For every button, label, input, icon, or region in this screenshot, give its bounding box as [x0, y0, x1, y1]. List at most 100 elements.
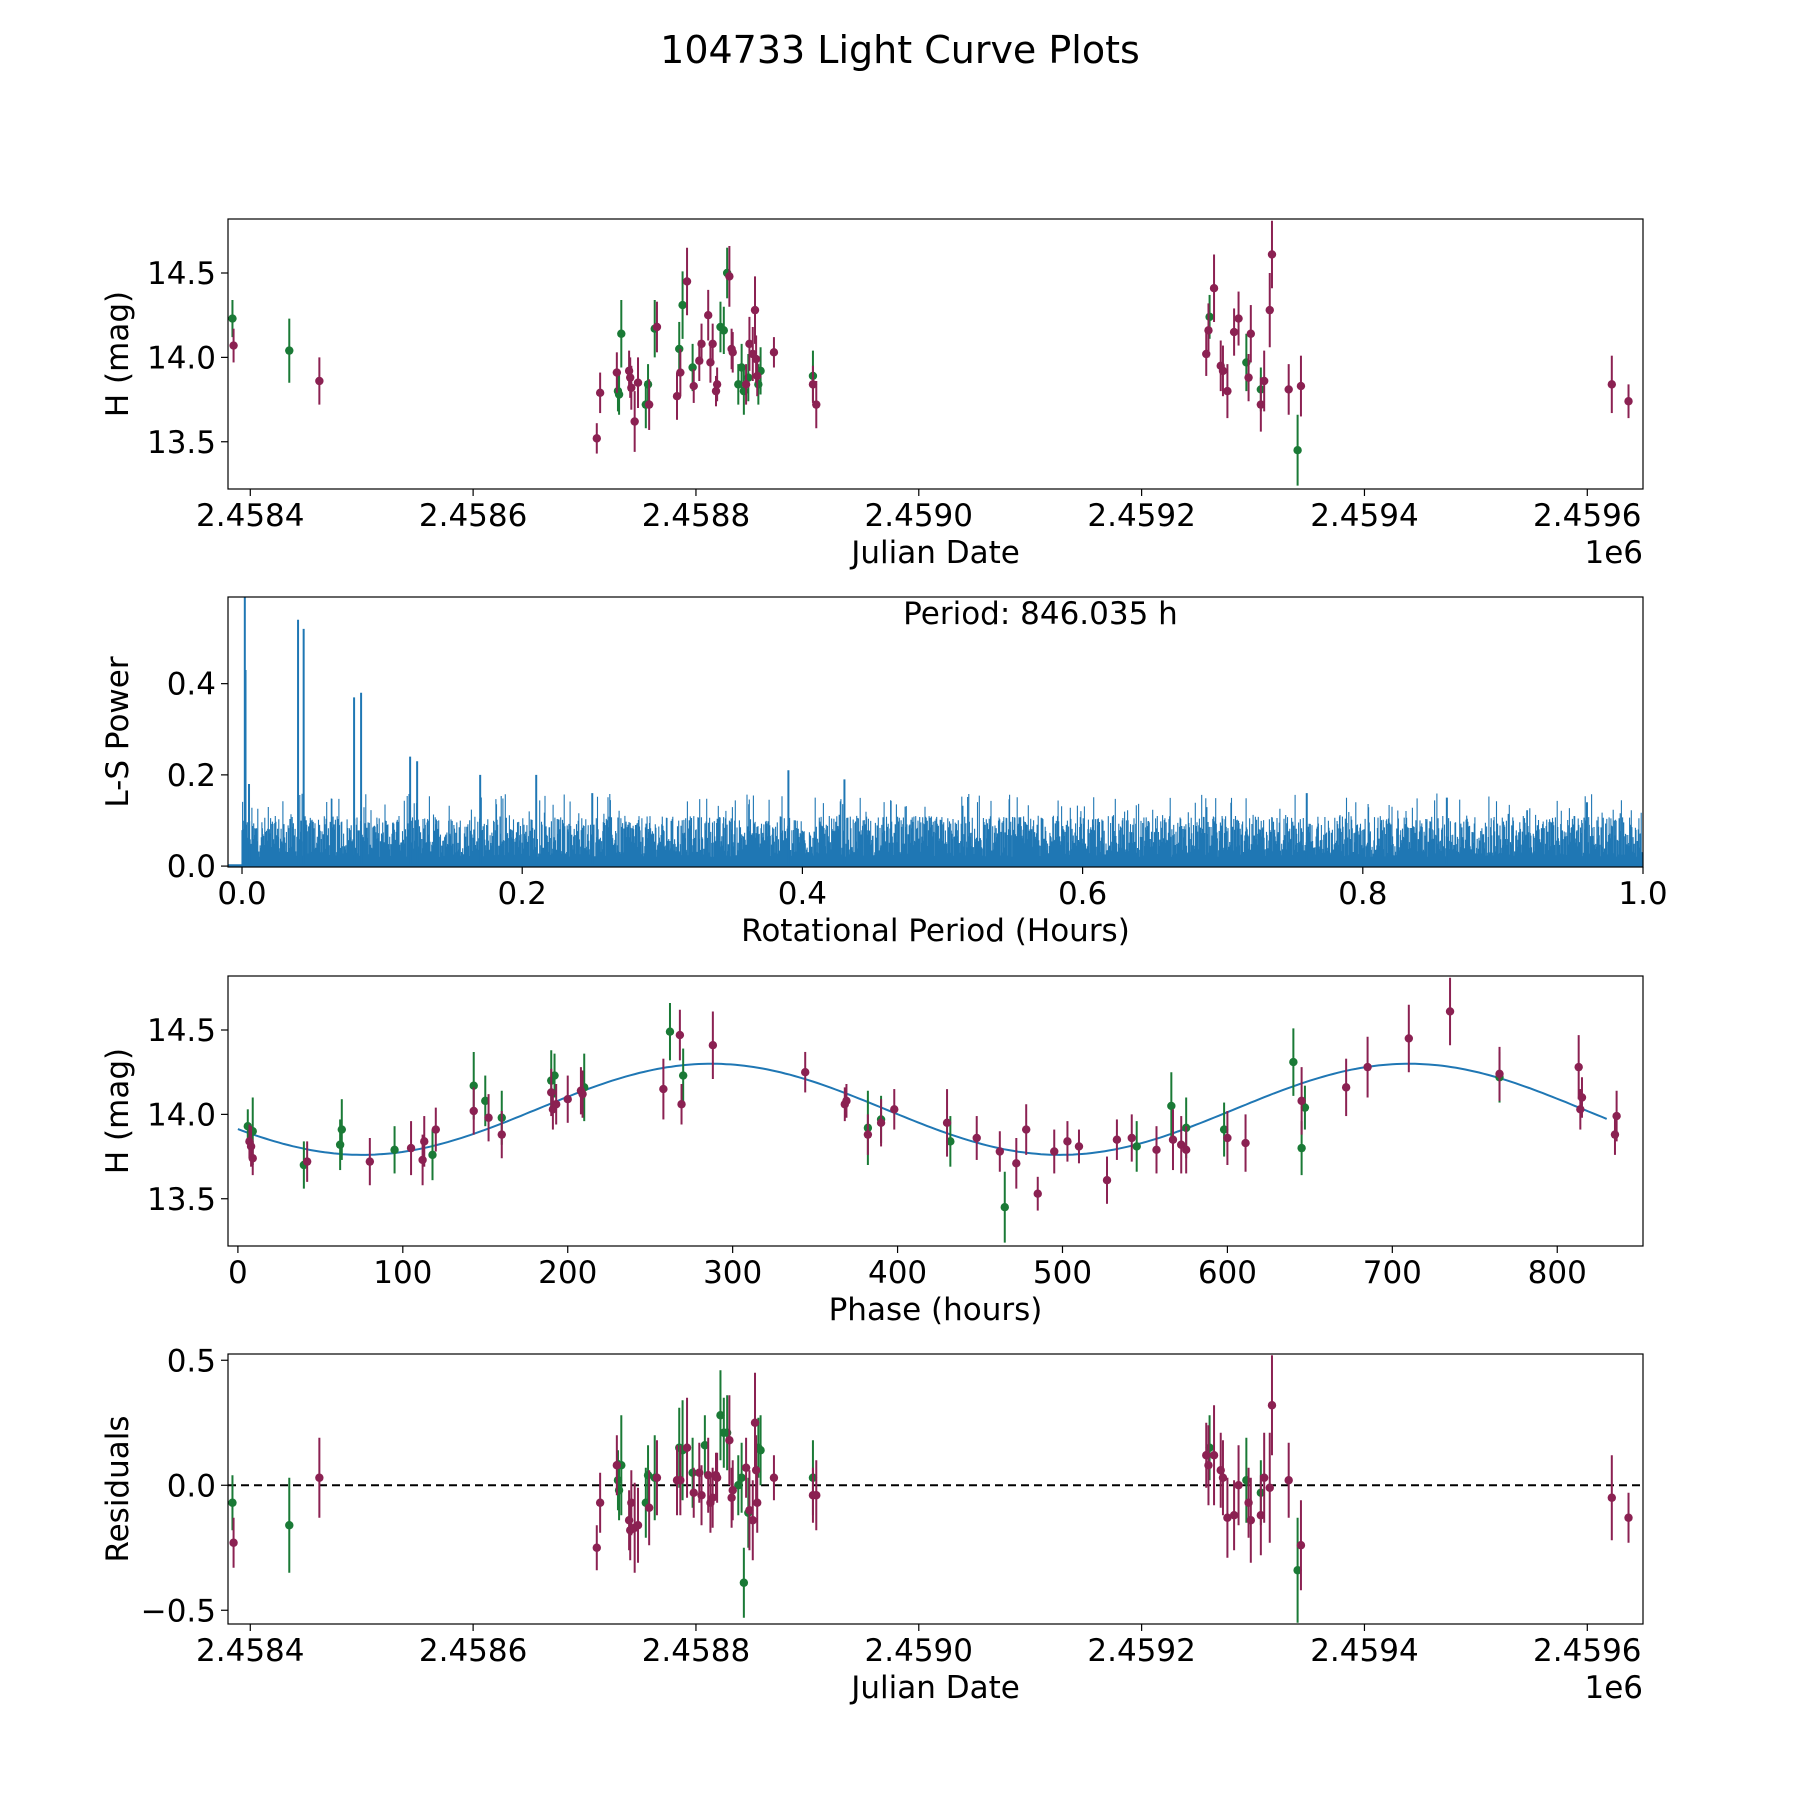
y-axis-label: H (mag) — [100, 291, 136, 417]
data-point-r — [677, 1100, 686, 1109]
data-point-r — [644, 1503, 654, 1512]
data-point-r — [1234, 1481, 1243, 1490]
data-point-r — [751, 354, 761, 364]
data-point-g — [756, 1446, 765, 1455]
data-point-r — [682, 1443, 692, 1452]
data-point-r — [704, 310, 713, 320]
data-point-r — [1284, 385, 1293, 394]
data-point-r — [748, 1516, 757, 1525]
data-point-g — [1297, 1143, 1306, 1153]
data-point-r — [1610, 1130, 1620, 1139]
data-point-r — [1033, 1189, 1042, 1198]
data-point-r — [1607, 380, 1617, 389]
data-point-r — [1152, 1145, 1161, 1155]
data-point-r — [1363, 1062, 1372, 1072]
data-point-r — [1341, 1083, 1351, 1092]
data-point-r — [753, 371, 762, 381]
data-point-r — [1256, 400, 1266, 409]
data-point-r — [1229, 327, 1239, 337]
y-tick-label: 0.5 — [167, 1343, 216, 1379]
y-tick-label: 0.4 — [167, 667, 216, 703]
data-point-r — [497, 1130, 506, 1139]
panel-lightcurve: 2.4584 2.4586 2.4588 2.4590 2.4592 2.4594 2.45… — [100, 218, 1644, 571]
data-point-r — [863, 1130, 873, 1139]
data-point-r — [751, 1466, 761, 1475]
data-point-g — [739, 1578, 749, 1587]
data-point-g — [228, 1498, 237, 1507]
data-point-r — [769, 348, 779, 357]
data-point-r — [627, 383, 636, 392]
x-tick-label: 2.4586 — [419, 1633, 527, 1669]
periodogram-line — [241, 793, 1643, 867]
data-point-r — [659, 1084, 668, 1094]
data-point-r — [1223, 1513, 1232, 1522]
data-point-g — [1132, 1142, 1141, 1151]
data-point-r — [595, 388, 605, 398]
data-point-r — [1241, 1138, 1250, 1148]
data-point-r — [365, 1157, 375, 1166]
data-point-r — [725, 1436, 734, 1445]
data-point-r — [578, 1089, 587, 1099]
data-point-g — [737, 1473, 746, 1482]
x-tick-label: 800 — [1528, 1255, 1587, 1291]
data-point-r — [1265, 1483, 1274, 1492]
panel-phased: 0 100 200 300 400 500 600 700 800 13.5 14.0 14.5 Pha… — [100, 975, 1644, 1328]
x-axis-label: Rotational Period (Hours) — [741, 913, 1130, 949]
data-point-r — [484, 1113, 493, 1122]
x-tick-label: 2.4590 — [865, 498, 973, 534]
data-point-r — [1607, 1493, 1617, 1502]
data-point-r — [682, 277, 692, 286]
data-point-r — [547, 1088, 556, 1097]
data-point-g — [665, 1027, 675, 1036]
x-tick-label: 0 — [228, 1255, 248, 1291]
figure-title: 104733 Light Curve Plots — [660, 28, 1140, 72]
plot-area-residuals — [228, 1355, 1643, 1623]
data-point-g — [716, 1411, 725, 1420]
data-point-r — [745, 1506, 754, 1515]
data-point-r — [1229, 1511, 1239, 1520]
data-point-r — [1265, 305, 1274, 315]
data-point-r — [229, 341, 238, 350]
data-point-r — [1204, 1461, 1213, 1470]
x-offset-label: 1e6 — [1584, 535, 1643, 571]
data-point-r — [1234, 314, 1243, 323]
data-point-g — [675, 344, 684, 354]
data-point-r — [753, 1498, 762, 1507]
y-tick-label: 0.0 — [167, 849, 216, 885]
data-point-g — [678, 300, 687, 310]
x-tick-label: 2.4588 — [642, 498, 750, 534]
data-point-r — [1267, 250, 1277, 259]
data-point-g — [688, 363, 697, 372]
data-point-g — [1219, 1125, 1229, 1134]
data-point-r — [551, 1100, 561, 1109]
data-point-r — [1296, 1541, 1306, 1550]
x-tick-label: 2.4594 — [1310, 498, 1418, 534]
x-tick-label: 0.2 — [498, 876, 547, 912]
data-point-g — [1205, 312, 1214, 322]
data-point-r — [697, 339, 706, 349]
data-point-g — [617, 329, 626, 338]
data-point-r — [1624, 1513, 1633, 1522]
axes-frame — [227, 596, 1644, 868]
x-tick-label: 500 — [1033, 1255, 1092, 1291]
data-point-r — [1209, 1451, 1219, 1460]
data-point-r — [801, 1067, 810, 1077]
data-point-r — [592, 434, 601, 443]
x-tick-label: 2.4596 — [1533, 1633, 1641, 1669]
x-tick-label: 200 — [538, 1255, 597, 1291]
data-point-r — [1168, 1135, 1178, 1144]
panel-periodogram: Period: 846.035 h 0.0 0.2 0.4 0.6 0.8 1.0 0.0 0.… — [100, 596, 1668, 949]
x-tick-label: 2.4584 — [196, 498, 304, 534]
data-point-r — [876, 1118, 886, 1128]
data-point-r — [627, 1498, 636, 1507]
data-point-r — [741, 1463, 751, 1472]
y-tick-label: 0.0 — [167, 1468, 216, 1504]
data-point-r — [431, 1125, 440, 1134]
data-point-r — [712, 380, 722, 389]
data-point-r — [689, 381, 698, 391]
data-point-r — [1495, 1069, 1504, 1079]
x-tick-label: 2.4594 — [1310, 1633, 1418, 1669]
data-point-r — [750, 1418, 760, 1427]
data-point-g — [428, 1150, 437, 1160]
y-tick-label: 14.5 — [147, 1013, 216, 1049]
